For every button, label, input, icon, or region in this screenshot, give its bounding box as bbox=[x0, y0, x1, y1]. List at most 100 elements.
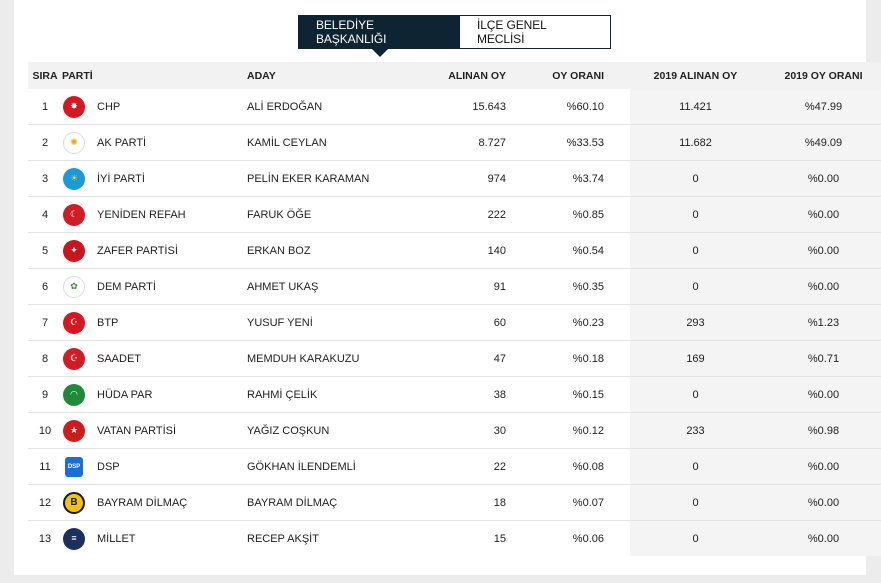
row-2019-oy-orani: %0.00 bbox=[761, 160, 881, 197]
row-aday: PELİN EKER KARAMAN bbox=[247, 160, 409, 197]
dsp-dove-icon: DSP bbox=[65, 456, 83, 477]
row-parti: ★ VATAN PARTİSİ bbox=[62, 412, 247, 449]
independent-b-icon: B bbox=[63, 491, 85, 514]
row-2019-oy-orani: %0.00 bbox=[761, 196, 881, 233]
row-2019-alinan-oy: 0 bbox=[630, 520, 761, 556]
row-sira: 10 bbox=[28, 412, 62, 449]
row-2019-alinan-oy: 11.682 bbox=[630, 124, 761, 161]
col-header-sira: SIRA bbox=[28, 62, 62, 89]
row-oy-orani: %0.08 bbox=[511, 448, 630, 485]
row-sira: 2 bbox=[28, 124, 62, 161]
row-sira: 11 bbox=[28, 448, 62, 485]
btp-crescent-icon: ☪ bbox=[63, 311, 85, 334]
table-row: 13 ≡ MİLLET RECEP AKŞİT 15 %0.06 0 %0.00 bbox=[28, 520, 881, 557]
tab-belediye-baskanligi[interactable]: BELEDİYE BAŞKANLIĞI bbox=[298, 15, 460, 57]
row-alinan-oy: 222 bbox=[409, 196, 511, 233]
party-cell: ☪ SAADET bbox=[62, 347, 247, 370]
row-parti: ☪ BTP bbox=[62, 304, 247, 341]
row-sira: 3 bbox=[28, 160, 62, 197]
hudapar-emblem-icon: ◠ bbox=[63, 383, 85, 406]
row-aday: BAYRAM DİLMAÇ bbox=[247, 484, 409, 521]
party-cell: ≡ MİLLET bbox=[62, 527, 247, 550]
row-2019-alinan-oy: 293 bbox=[630, 304, 761, 341]
row-aday: ALİ ERDOĞAN bbox=[247, 89, 409, 125]
row-aday: ERKAN BOZ bbox=[247, 232, 409, 269]
row-aday: FARUK ÖĞE bbox=[247, 196, 409, 233]
party-name: CHP bbox=[97, 100, 121, 113]
row-oy-orani: %0.06 bbox=[572, 532, 604, 545]
row-aday: YUSUF YENİ bbox=[247, 304, 409, 341]
party-name: SAADET bbox=[97, 352, 142, 365]
table-header-row: SIRA PARTİ ADAY ALINAN OY OY ORANI 2019 … bbox=[28, 62, 881, 89]
results-table: SIRA PARTİ ADAY ALINAN OY OY ORANI 2019 … bbox=[28, 62, 881, 556]
row-oy-orani: %0.12 bbox=[511, 412, 630, 449]
row-parti: ☪ SAADET bbox=[62, 340, 247, 377]
row-alinan-oy: 18 bbox=[409, 484, 511, 521]
party-cell: DSP DSP bbox=[62, 456, 247, 477]
party-name: BAYRAM DİLMAÇ bbox=[97, 496, 188, 509]
row-2019-oy-orani: %0.98 bbox=[761, 412, 881, 449]
party-name: VATAN PARTİSİ bbox=[97, 424, 177, 437]
row-2019-oy-orani: %0.00 bbox=[761, 484, 881, 521]
row-2019-oy-orani: %0.00 bbox=[761, 268, 881, 305]
row-2019-alinan-oy: 169 bbox=[630, 340, 761, 377]
row-parti: ≡ MİLLET bbox=[62, 521, 247, 557]
election-tabs: BELEDİYE BAŞKANLIĞI İLÇE GENEL MECLİSİ bbox=[298, 15, 611, 57]
row-oy-orani: %33.53 bbox=[511, 124, 630, 161]
party-cell: B BAYRAM DİLMAÇ bbox=[62, 491, 247, 514]
table-row: 8 ☪ SAADET MEMDUH KARAKUZU 47 %0.18 169 %0.71 bbox=[28, 340, 881, 377]
row-sira: 13 bbox=[38, 532, 52, 545]
party-cell: ✿ DEM PARTİ bbox=[62, 275, 247, 298]
party-name: MİLLET bbox=[97, 532, 136, 545]
row-alinan-oy: 38 bbox=[409, 376, 511, 413]
col-header-parti: PARTİ bbox=[62, 62, 247, 89]
row-sira: 12 bbox=[28, 484, 62, 521]
party-name: AK PARTİ bbox=[97, 136, 147, 149]
iyi-sun-icon: ☀ bbox=[63, 167, 85, 190]
dem-tree-icon: ✿ bbox=[63, 275, 85, 298]
row-alinan-oy: 140 bbox=[409, 232, 511, 269]
row-2019-oy-orani: %49.09 bbox=[761, 124, 881, 161]
row-2019-oy-orani: %0.00 bbox=[761, 232, 881, 269]
party-name: BTP bbox=[97, 316, 119, 329]
row-alinan-oy: 60 bbox=[409, 304, 511, 341]
row-alinan-oy: 47 bbox=[409, 340, 511, 377]
row-2019-alinan-oy: 0 bbox=[630, 376, 761, 413]
party-cell: ☾ YENİDEN REFAH bbox=[62, 203, 247, 226]
party-name: İYİ PARTİ bbox=[97, 172, 145, 185]
row-oy-orani: %0.35 bbox=[511, 268, 630, 305]
row-parti: ◠ HÜDA PAR bbox=[62, 376, 247, 413]
table-row: 6 ✿ DEM PARTİ AHMET UKAŞ 91 %0.35 0 %0.00 bbox=[28, 268, 881, 305]
row-2019-alinan-oy: 0 bbox=[630, 196, 761, 233]
table-row: 1 ✸ CHP ALİ ERDOĞAN 15.643 %60.10 11.421 %47.99 bbox=[28, 89, 881, 125]
akp-lightbulb-icon: ✺ bbox=[63, 131, 85, 154]
row-sira: 1 bbox=[28, 89, 62, 125]
row-parti: ☾ YENİDEN REFAH bbox=[62, 196, 247, 233]
row-2019-oy-orani: %1.23 bbox=[761, 304, 881, 341]
tab-ilce-genel-meclisi[interactable]: İLÇE GENEL MECLİSİ bbox=[460, 15, 611, 49]
row-parti: B BAYRAM DİLMAÇ bbox=[62, 484, 247, 521]
table-row: 2 ✺ AK PARTİ KAMİL CEYLAN 8.727 %33.53 11.682%… bbox=[28, 124, 881, 161]
row-aday: RECEP AKŞİT bbox=[247, 532, 319, 545]
col-header-2019-alinan-oy: 2019 ALINAN OY bbox=[630, 62, 761, 89]
party-name: DEM PARTİ bbox=[97, 280, 156, 293]
row-sira: 9 bbox=[28, 376, 62, 413]
row-alinan-oy: 30 bbox=[409, 412, 511, 449]
saadet-crescent-icon: ☪ bbox=[63, 347, 85, 370]
row-sira: 8 bbox=[28, 340, 62, 377]
row-alinan-oy: 22 bbox=[409, 448, 511, 485]
row-parti: ✺ AK PARTİ bbox=[62, 124, 247, 161]
col-header-alinan-oy: ALINAN OY bbox=[409, 62, 511, 89]
table-row: 10 ★ VATAN PARTİSİ YAĞIZ COŞKUN 30 %0.12 233 %0… bbox=[28, 412, 881, 449]
party-cell: ◠ HÜDA PAR bbox=[62, 383, 247, 406]
row-2019-oy-orani: %0.71 bbox=[761, 340, 881, 377]
zafer-emblem-icon: ✦ bbox=[63, 239, 85, 262]
row-oy-orani: %0.18 bbox=[511, 340, 630, 377]
row-parti: DSP DSP bbox=[62, 448, 247, 485]
party-name: HÜDA PAR bbox=[97, 388, 153, 401]
party-cell: ✦ ZAFER PARTİSİ bbox=[62, 239, 247, 262]
row-alinan-oy: 8.727 bbox=[409, 124, 511, 161]
col-header-oy-orani: OY ORANI bbox=[511, 62, 630, 89]
table-row: 7 ☪ BTP YUSUF YENİ 60 %0.23 293 %1.23 bbox=[28, 304, 881, 341]
party-cell: ✸ CHP bbox=[62, 95, 247, 118]
